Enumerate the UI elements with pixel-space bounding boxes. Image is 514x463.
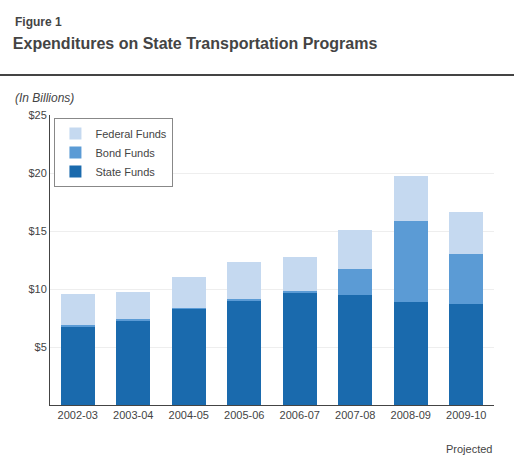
svg-text:Projected: Projected xyxy=(446,443,492,455)
svg-text:2005-06: 2005-06 xyxy=(224,409,264,421)
svg-text:Expenditures on State Transpor: Expenditures on State Transportation Pro… xyxy=(13,35,378,52)
svg-text:$5: $5 xyxy=(35,341,47,353)
svg-text:Figure 1: Figure 1 xyxy=(15,15,62,29)
svg-text:$15: $15 xyxy=(28,225,46,237)
svg-text:2006-07: 2006-07 xyxy=(280,409,320,421)
svg-text:Bond Funds: Bond Funds xyxy=(95,147,155,159)
svg-text:2009-10: 2009-10 xyxy=(446,409,486,421)
svg-text:2008-09: 2008-09 xyxy=(391,409,431,421)
svg-text:2003-04: 2003-04 xyxy=(113,409,153,421)
svg-text:$10: $10 xyxy=(28,283,46,295)
svg-text:2002-03: 2002-03 xyxy=(58,409,98,421)
svg-text:$20: $20 xyxy=(28,167,46,179)
svg-text:$25: $25 xyxy=(28,109,46,121)
svg-text:2004-05: 2004-05 xyxy=(169,409,209,421)
svg-text:2007-08: 2007-08 xyxy=(335,409,375,421)
svg-text:Federal Funds: Federal Funds xyxy=(95,128,166,140)
svg-text:State Funds: State Funds xyxy=(95,166,155,178)
svg-text:(In Billions): (In Billions) xyxy=(15,91,74,105)
